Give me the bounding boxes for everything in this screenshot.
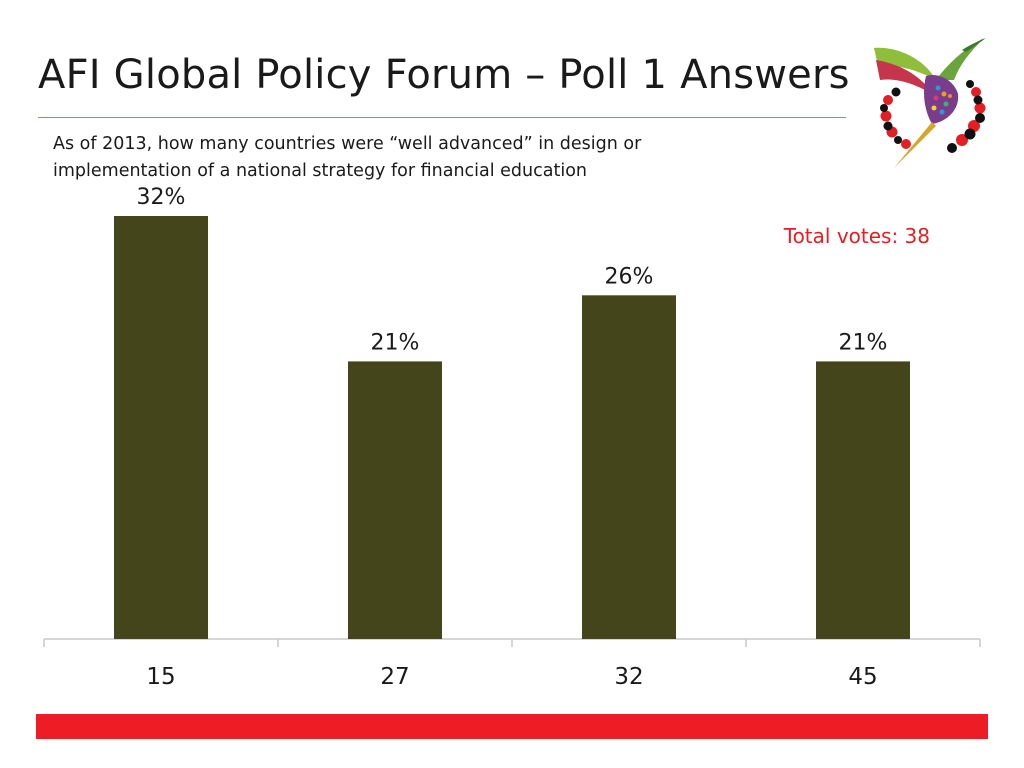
title-divider — [38, 117, 846, 118]
hummingbird-logo-icon — [874, 38, 986, 168]
x-tick-label-32: 32 — [614, 664, 643, 690]
x-tick-label-15: 15 — [146, 664, 175, 690]
data-label-27: 21% — [371, 330, 420, 355]
slide-title: AFI Global Policy Forum – Poll 1 Answers — [38, 52, 850, 98]
bar-32 — [582, 295, 676, 639]
x-tick-label-45: 45 — [848, 664, 877, 690]
total-votes-label: Total votes: 38 — [783, 224, 930, 248]
bar-45 — [816, 361, 910, 639]
bar-27 — [348, 361, 442, 639]
data-label-32: 26% — [605, 264, 654, 289]
bar-15 — [114, 216, 208, 639]
poll-question: As of 2013, how many countries were “wel… — [53, 134, 642, 181]
x-tick-label-27: 27 — [380, 664, 409, 690]
data-label-15: 32% — [137, 185, 186, 210]
footer-red-bar — [36, 714, 988, 739]
data-label-45: 21% — [839, 330, 888, 355]
